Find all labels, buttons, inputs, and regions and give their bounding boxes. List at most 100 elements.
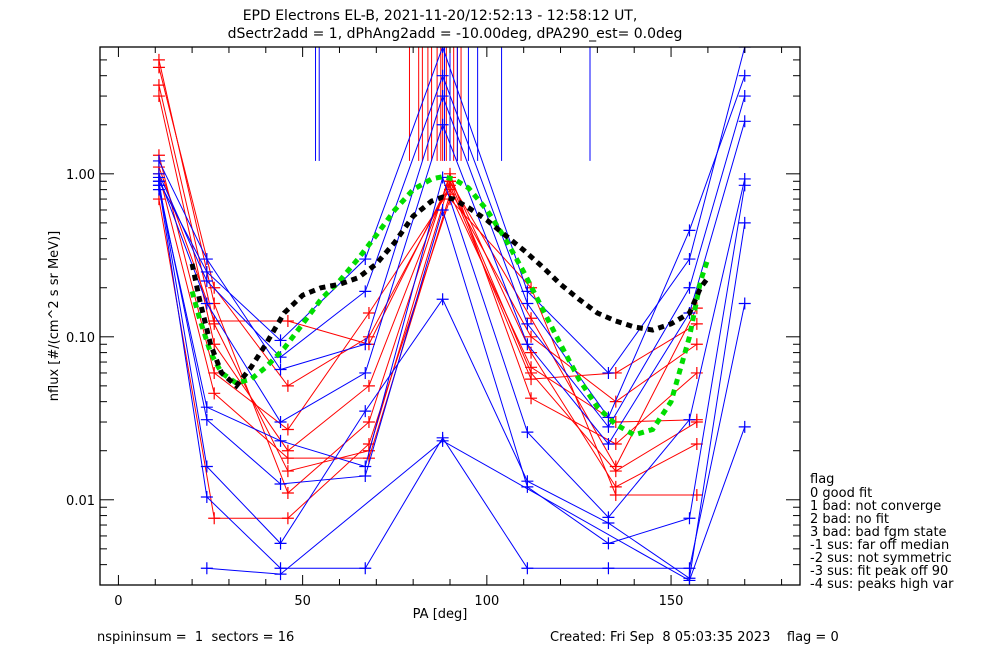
data-point [602, 366, 615, 379]
data-point [436, 47, 449, 53]
series-line [158, 94, 746, 428]
data-point [683, 224, 696, 237]
data-point [359, 253, 372, 266]
data-point [436, 293, 449, 306]
series-line [158, 185, 746, 544]
data-point [274, 477, 287, 490]
data-point [436, 90, 449, 103]
series-line [158, 85, 698, 472]
data-point [609, 488, 622, 501]
data-point [200, 297, 213, 310]
axes-layer: 0 50 100 150 0.01 0.10 1.00 [66, 46, 800, 609]
data-point [274, 434, 287, 447]
data-point [274, 416, 287, 429]
data-point [200, 413, 213, 426]
series-line [158, 185, 746, 569]
series-line [158, 47, 746, 374]
data-point [362, 306, 375, 319]
data-point [690, 338, 703, 351]
data-point [436, 69, 449, 82]
data-point [359, 469, 372, 482]
data-point [602, 537, 615, 550]
data-point [274, 568, 287, 581]
data-point [738, 216, 751, 229]
data-point [274, 363, 287, 376]
legend-entry: 2 bad: no fit [810, 512, 889, 527]
data-point [525, 330, 538, 343]
data-point [281, 487, 294, 500]
series-layer [152, 47, 751, 585]
y-tick-label: 0.01 [66, 494, 95, 509]
series-line [158, 67, 698, 387]
x-tick-label: 50 [294, 594, 311, 609]
legend-entry: 3 bad: bad fgm state [810, 525, 947, 540]
data-point [521, 317, 534, 330]
data-point [208, 512, 221, 525]
data-point [602, 437, 615, 450]
data-point [281, 315, 294, 328]
data-point [200, 274, 213, 287]
data-point [525, 361, 538, 374]
series-line [158, 175, 746, 519]
legend: flag 0 good fit 1 bad: not converge 2 ba… [810, 472, 954, 592]
data-point [738, 297, 751, 310]
black-fit [189, 194, 710, 390]
data-point [690, 317, 703, 330]
series-blue-2 [152, 69, 751, 424]
data-point [208, 281, 221, 294]
data-point [602, 420, 615, 433]
data-point [208, 387, 221, 400]
chart-subtitle: dSectr2add = 1, dPhAng2add = -10.00deg, … [228, 26, 683, 42]
data-point [362, 379, 375, 392]
series-line [158, 166, 698, 468]
fit-layer [189, 174, 711, 438]
legend-entry: 0 good fit [810, 486, 872, 501]
y-tick-label: 1.00 [66, 168, 95, 183]
data-point [281, 423, 294, 436]
data-point [602, 562, 615, 575]
footer-left: nspininsum = 1 sectors = 16 [97, 630, 294, 645]
data-point [738, 90, 751, 103]
data-point [359, 366, 372, 379]
series-line [158, 95, 698, 488]
data-point [521, 475, 534, 488]
series-blue-7 [152, 175, 751, 585]
chart-title: EPD Electrons EL-B, 2021-11-20/12:52:13 … [243, 8, 638, 24]
series-blue-3 [152, 90, 751, 433]
data-point [359, 405, 372, 418]
x-tick-label: 0 [114, 594, 122, 609]
data-point [281, 512, 294, 525]
data-point [690, 437, 703, 450]
data-point [738, 115, 751, 128]
data-point [683, 253, 696, 266]
data-point [525, 373, 538, 386]
legend-entry: -2 sus: not symmetric [810, 551, 952, 566]
series-line [158, 198, 697, 519]
data-point [200, 491, 213, 504]
data-point [521, 338, 534, 351]
data-point [525, 392, 538, 405]
green-fit [189, 174, 711, 438]
legend-entry: -3 sus: fit peak off 90 [810, 564, 948, 579]
data-point [602, 517, 615, 530]
data-point [200, 460, 213, 473]
data-point [152, 179, 165, 192]
data-point [152, 90, 165, 103]
data-point [521, 426, 534, 439]
data-point [208, 366, 221, 379]
data-point [281, 379, 294, 392]
data-point [281, 452, 294, 465]
data-point [274, 334, 287, 347]
data-point [609, 460, 622, 473]
series-blue-9 [200, 420, 751, 585]
series-blue-4 [152, 115, 751, 450]
series-blue-5 [152, 171, 751, 524]
data-point [200, 562, 213, 575]
data-point [281, 465, 294, 478]
data-point [738, 69, 751, 82]
data-point [200, 401, 213, 414]
data-point [738, 420, 751, 433]
legend-entry: -1 sus: far off median [810, 538, 949, 553]
x-tick-label: 150 [659, 594, 684, 609]
